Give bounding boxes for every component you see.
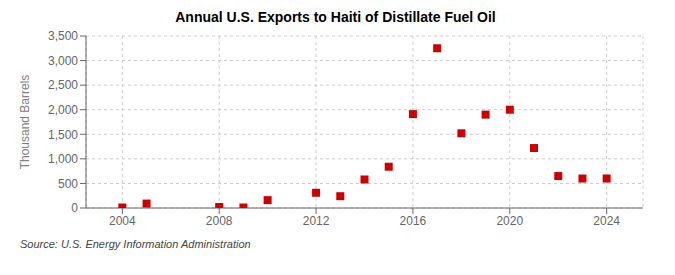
svg-text:2020: 2020 xyxy=(496,214,523,228)
svg-text:2024: 2024 xyxy=(593,214,620,228)
svg-text:2008: 2008 xyxy=(206,214,233,228)
svg-text:2016: 2016 xyxy=(400,214,427,228)
html-text:Source: U.S. Energy Informatio: Source: U.S. Energy Information Administ… xyxy=(20,238,251,250)
svg-text:2,000: 2,000 xyxy=(48,103,78,117)
svg-text:500: 500 xyxy=(58,177,78,191)
svg-text:2012: 2012 xyxy=(303,214,330,228)
svg-text:3,000: 3,000 xyxy=(48,54,78,68)
svg-text:1,000: 1,000 xyxy=(48,152,78,166)
svg-text:1,500: 1,500 xyxy=(48,128,78,142)
svg-text:3,500: 3,500 xyxy=(48,29,78,43)
svg-text:2,500: 2,500 xyxy=(48,78,78,92)
svg-text:0: 0 xyxy=(71,201,78,215)
html-text:Annual U.S. Exports to Haiti o: Annual U.S. Exports to Haiti of Distilla… xyxy=(175,9,496,25)
svg-text:Thousand Barrels: Thousand Barrels xyxy=(18,75,32,170)
svg-text:2004: 2004 xyxy=(109,214,136,228)
